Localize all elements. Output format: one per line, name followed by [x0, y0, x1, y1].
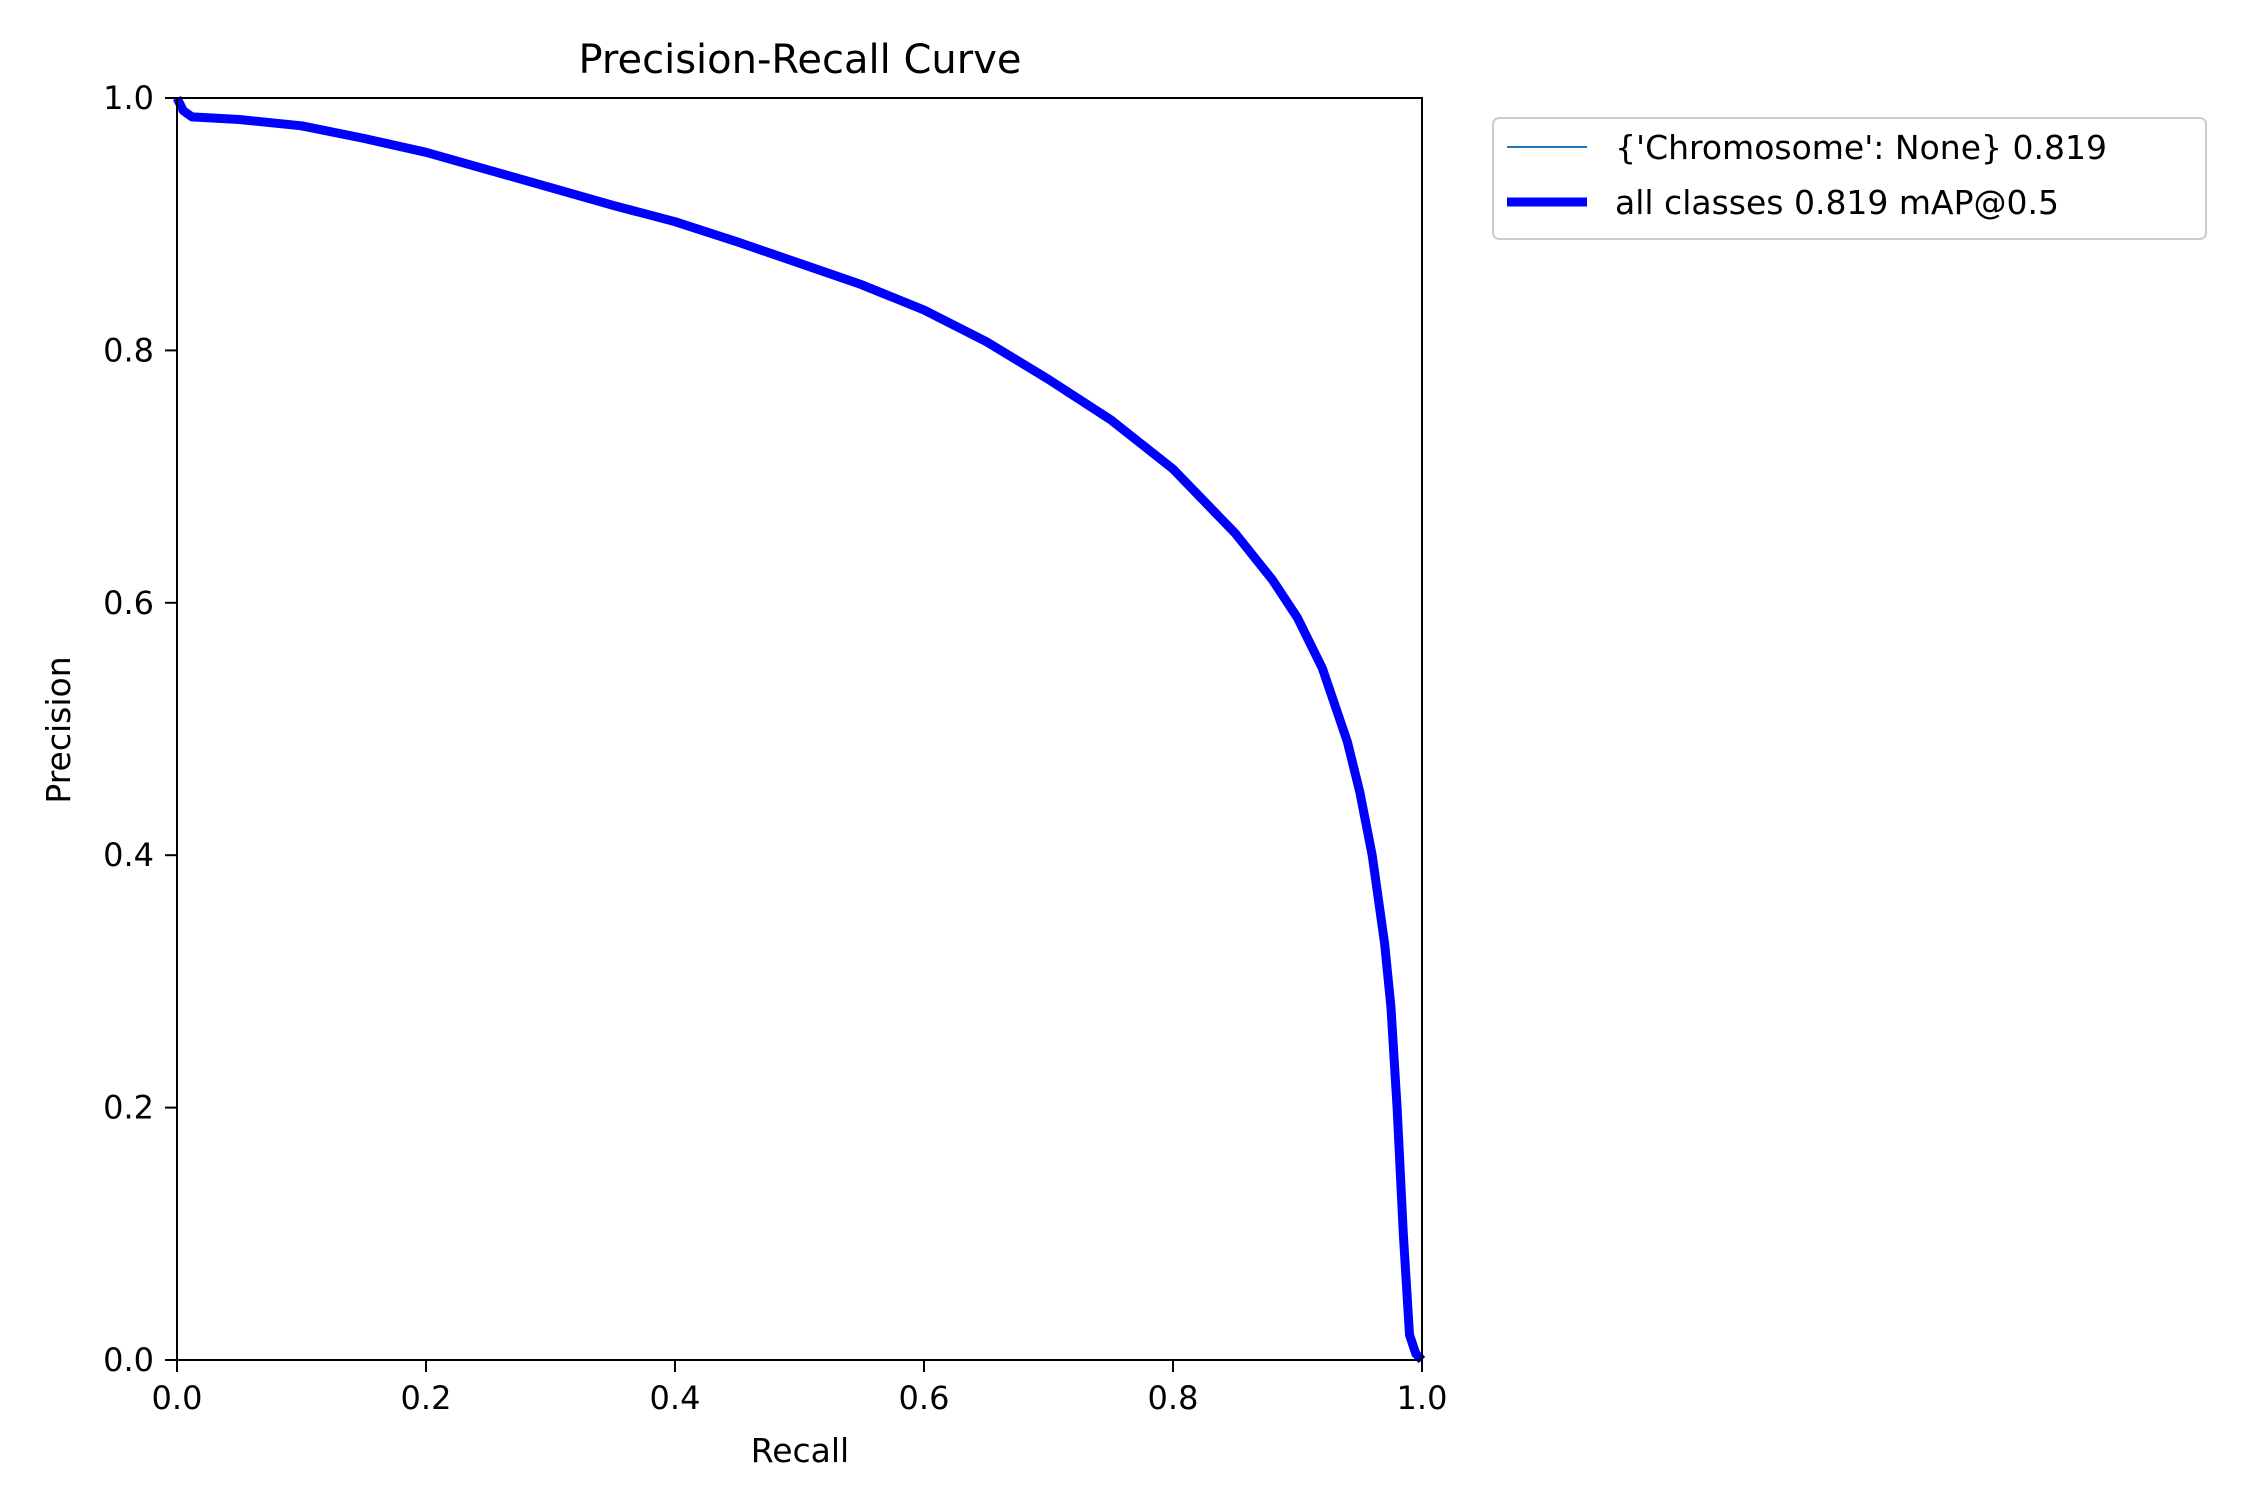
- x-tick-label: 0.2: [401, 1379, 452, 1417]
- y-tick-label: 0.4: [103, 836, 154, 874]
- series-line-1: [172, 96, 1426, 1364]
- x-tick-label: 0.4: [650, 1379, 701, 1417]
- legend-label-chromosome: {'Chromosome': None} 0.819: [1615, 128, 2107, 167]
- x-tick-label: 1.0: [1397, 1379, 1448, 1417]
- x-axis-title: Recall: [751, 1431, 849, 1470]
- y-tick-label: 0.0: [103, 1341, 154, 1379]
- legend-box: [1492, 117, 2207, 240]
- x-tick-label: 0.0: [152, 1379, 203, 1417]
- legend: {'Chromosome': None} 0.819 all classes 0…: [1492, 117, 2207, 240]
- plot-frame: [176, 97, 1423, 1361]
- y-axis: 0.0 0.2 0.4 0.6 0.8 1.0: [103, 79, 177, 1379]
- y-tick-label: 0.8: [103, 331, 154, 369]
- y-tick-label: 1.0: [103, 79, 154, 117]
- series-layer: [172, 96, 1426, 1364]
- legend-label-all-classes: all classes 0.819 mAP@0.5: [1615, 183, 2059, 222]
- x-tick-label: 0.6: [899, 1379, 950, 1417]
- y-tick-label: 0.6: [103, 584, 154, 622]
- x-tick-label: 0.8: [1148, 1379, 1199, 1417]
- x-axis: 0.0 0.2 0.4 0.6 0.8 1.0: [152, 1360, 1448, 1417]
- y-axis-title: Precision: [39, 656, 78, 803]
- chart-title: Precision-Recall Curve: [579, 37, 1022, 83]
- y-tick-label: 0.2: [103, 1089, 154, 1127]
